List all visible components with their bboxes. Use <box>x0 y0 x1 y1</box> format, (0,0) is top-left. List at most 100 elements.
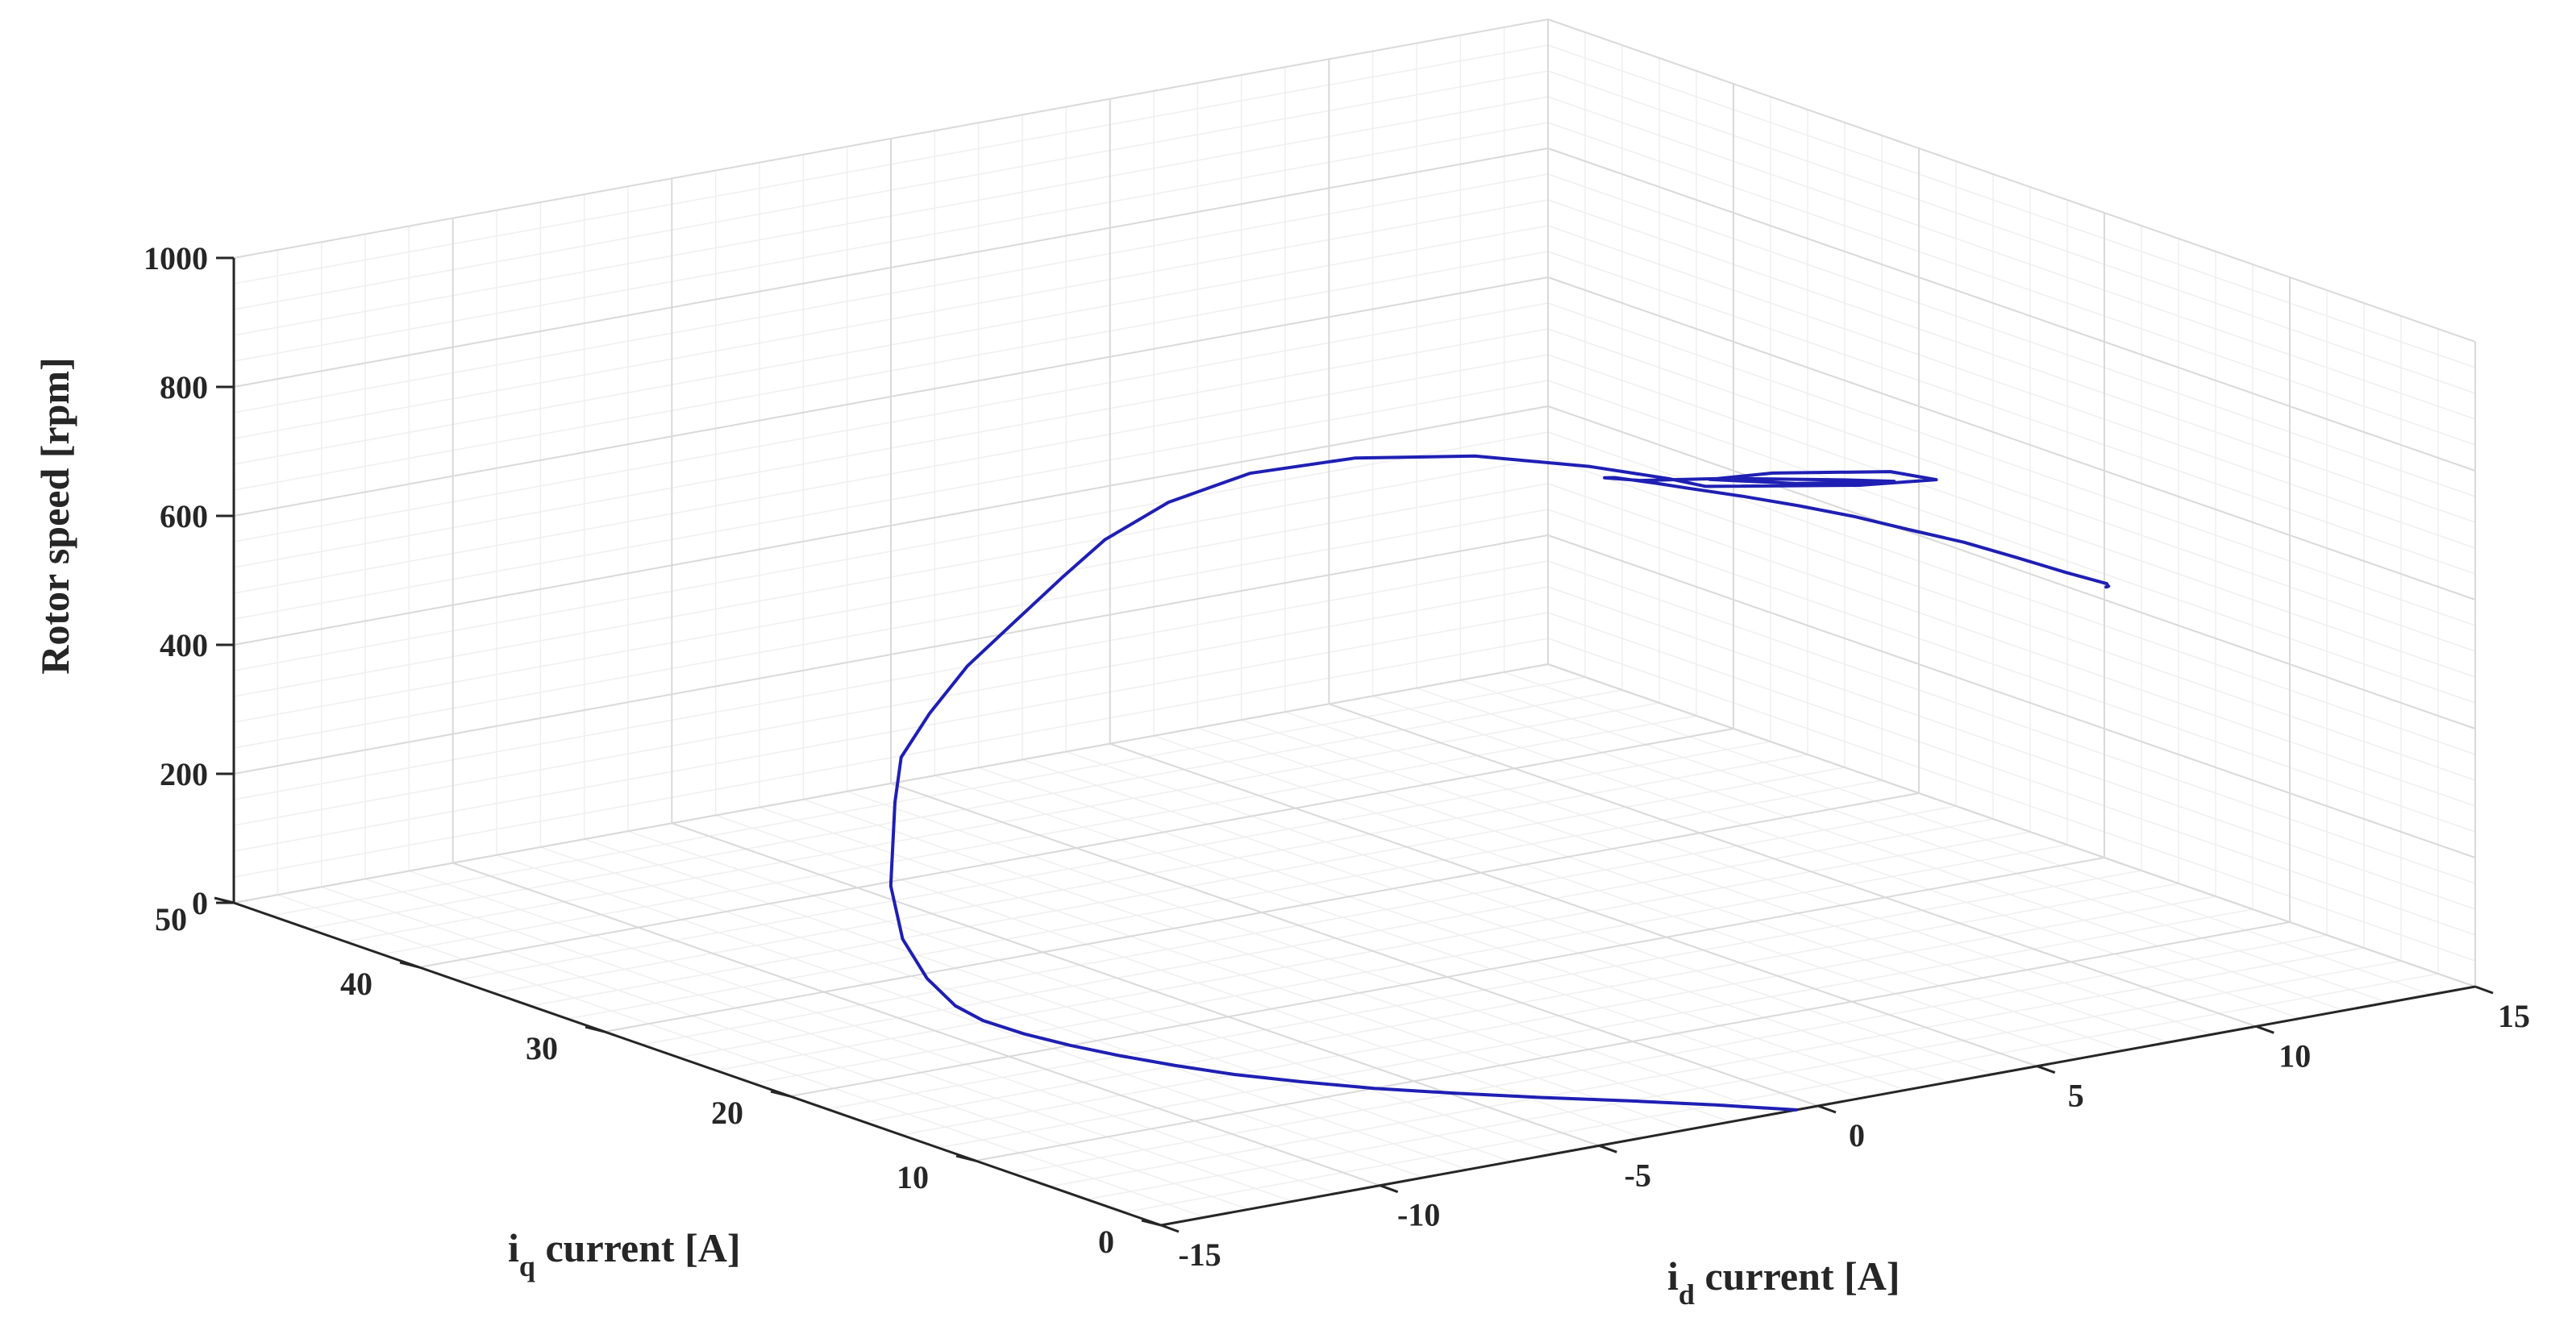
x-axis-title: id current [A] <box>1667 1253 1900 1311</box>
x-tick-mark <box>1598 1144 1617 1153</box>
minor-gridline-floor-x <box>584 838 1512 1162</box>
y-tick-label: 10 <box>897 1159 929 1195</box>
minor-gridline-floor-x <box>409 870 1337 1195</box>
x-axis-title-rest: current [A] <box>1695 1253 1900 1299</box>
x-tick-label: 0 <box>1849 1117 1865 1153</box>
minor-gridline-sidewall-z <box>1547 586 2476 910</box>
major-gridline-sidewall-z <box>1547 19 2476 343</box>
x-tick-mark <box>1160 1224 1180 1233</box>
major-gridline-floor-y <box>789 857 2105 1097</box>
z-tick-label: 0 <box>192 885 208 921</box>
x-tick-label: -5 <box>1625 1157 1651 1193</box>
minor-gridline-sidewall-z <box>1547 225 2476 549</box>
series-line-0 <box>888 454 2111 1112</box>
minor-gridline-floor-x <box>1022 759 1950 1083</box>
major-gridline-backwall-z <box>233 148 1549 388</box>
x-axis-title-main: i <box>1667 1253 1679 1299</box>
major-gridline-backwall-z <box>233 276 1549 517</box>
major-gridline-sidewall-z <box>1547 663 2476 987</box>
minor-gridline-floor-x <box>803 798 1731 1123</box>
minor-gridline-floor-x <box>277 894 1205 1218</box>
minor-gridline-sidewall-z <box>1547 70 2476 394</box>
major-gridline-floor-y <box>975 921 2291 1162</box>
minor-gridline-floor-x <box>978 767 1906 1091</box>
y-tick-mark <box>1141 1219 1162 1227</box>
minor-gridline-floor-x <box>1153 735 2082 1059</box>
major-gridline-sidewall-z <box>1547 276 2476 601</box>
y-axis-title-subscript: q <box>519 1250 535 1282</box>
major-gridline-backwall-z <box>233 534 1549 775</box>
minor-gridline-sidewall-z <box>1547 173 2476 497</box>
major-gridline-backwall-z <box>233 19 1549 259</box>
x-tick-label: -10 <box>1397 1197 1440 1233</box>
x-tick-mark <box>1817 1104 1837 1114</box>
y-axis-title: iq current [A] <box>508 1225 740 1282</box>
x-tick-label: 5 <box>2068 1078 2084 1114</box>
minor-gridline-sidewall-z <box>1547 560 2476 884</box>
minor-gridline-sidewall-z <box>1547 483 2476 807</box>
minor-gridline-floor-x <box>847 791 1775 1115</box>
x-tick-label: -15 <box>1178 1236 1221 1273</box>
data-series <box>888 454 2111 1112</box>
x-tick-mark <box>2037 1065 2056 1074</box>
y-axis-title-main: i <box>508 1225 519 1270</box>
z-axis-title: Rotor speed [rpm] <box>32 357 77 674</box>
x-tick-mark <box>2255 1025 2274 1034</box>
major-gridline-floor-y <box>418 728 1734 968</box>
minor-gridline-sidewall-z <box>1547 457 2476 781</box>
major-gridline-floor-x <box>452 862 1381 1187</box>
tick-marks <box>214 256 2494 1233</box>
minor-gridline-sidewall-z <box>1547 612 2476 936</box>
minor-gridline-sidewall-z <box>1547 96 2476 420</box>
major-gridlines <box>233 19 2476 1226</box>
major-gridline-sidewall-z <box>1547 148 2476 472</box>
major-gridline-floor-x <box>1328 703 2257 1028</box>
y-tick-label: 50 <box>155 901 187 937</box>
minor-gridline-floor-x <box>1241 719 2169 1043</box>
y-tick-label: 0 <box>1098 1224 1114 1260</box>
z-tick-label: 800 <box>160 369 208 405</box>
major-gridline-floor-x <box>890 783 1819 1107</box>
major-gridline-floor-x <box>671 822 1600 1147</box>
x-tick-label: 10 <box>2278 1037 2311 1074</box>
minor-gridline-sidewall-z <box>1547 199 2476 523</box>
minor-gridline-sidewall-z <box>1547 380 2476 704</box>
minor-gridline-floor-x <box>715 814 1643 1139</box>
y-axis-title-rest: current [A] <box>535 1225 741 1270</box>
minor-gridline-floor-x <box>1372 695 2300 1020</box>
minor-gridline-sidewall-z <box>1547 122 2476 446</box>
minor-gridline-floor-x <box>1460 679 2388 1004</box>
y-tick-label: 30 <box>526 1030 558 1066</box>
minor-gridline-floor-x <box>540 846 1468 1170</box>
major-gridline-sidewall-z <box>1547 534 2476 858</box>
minor-gridline-floor-x <box>934 775 1862 1099</box>
z-tick-label: 600 <box>160 498 208 534</box>
minor-gridline-floor-x <box>1504 671 2432 995</box>
minor-gridline-sidewall-z <box>1547 638 2476 962</box>
minor-gridline-floor-x <box>321 886 1249 1211</box>
minor-gridline-sidewall-z <box>1547 302 2476 626</box>
major-gridline-floor-y <box>604 792 1920 1033</box>
y-tick-mark <box>955 1154 976 1162</box>
minor-gridline-floor-x <box>1066 750 1994 1075</box>
x-tick-mark <box>2474 985 2494 995</box>
minor-gridline-floor-x <box>364 878 1293 1203</box>
minor-gridlines <box>233 19 2476 1226</box>
major-gridline-backwall-z <box>233 405 1549 646</box>
x-axis-title-subscript: d <box>1679 1278 1695 1311</box>
minor-gridline-floor-x <box>759 806 1688 1131</box>
major-gridline-backwall-z <box>233 663 1549 904</box>
y-tick-mark <box>770 1090 791 1098</box>
major-gridline-floor-x <box>1109 742 2038 1067</box>
y-tick-mark <box>585 1025 606 1033</box>
minor-gridline-floor-x <box>1416 687 2345 1012</box>
y-axis-line <box>233 901 1162 1227</box>
x-tick-mark <box>1380 1184 1399 1194</box>
y-tick-mark <box>399 961 420 969</box>
minor-gridline-floor-x <box>1197 727 2125 1051</box>
minor-gridline-sidewall-z <box>1547 44 2476 368</box>
y-tick-label: 40 <box>340 966 372 1002</box>
z-tick-label: 200 <box>160 756 208 792</box>
